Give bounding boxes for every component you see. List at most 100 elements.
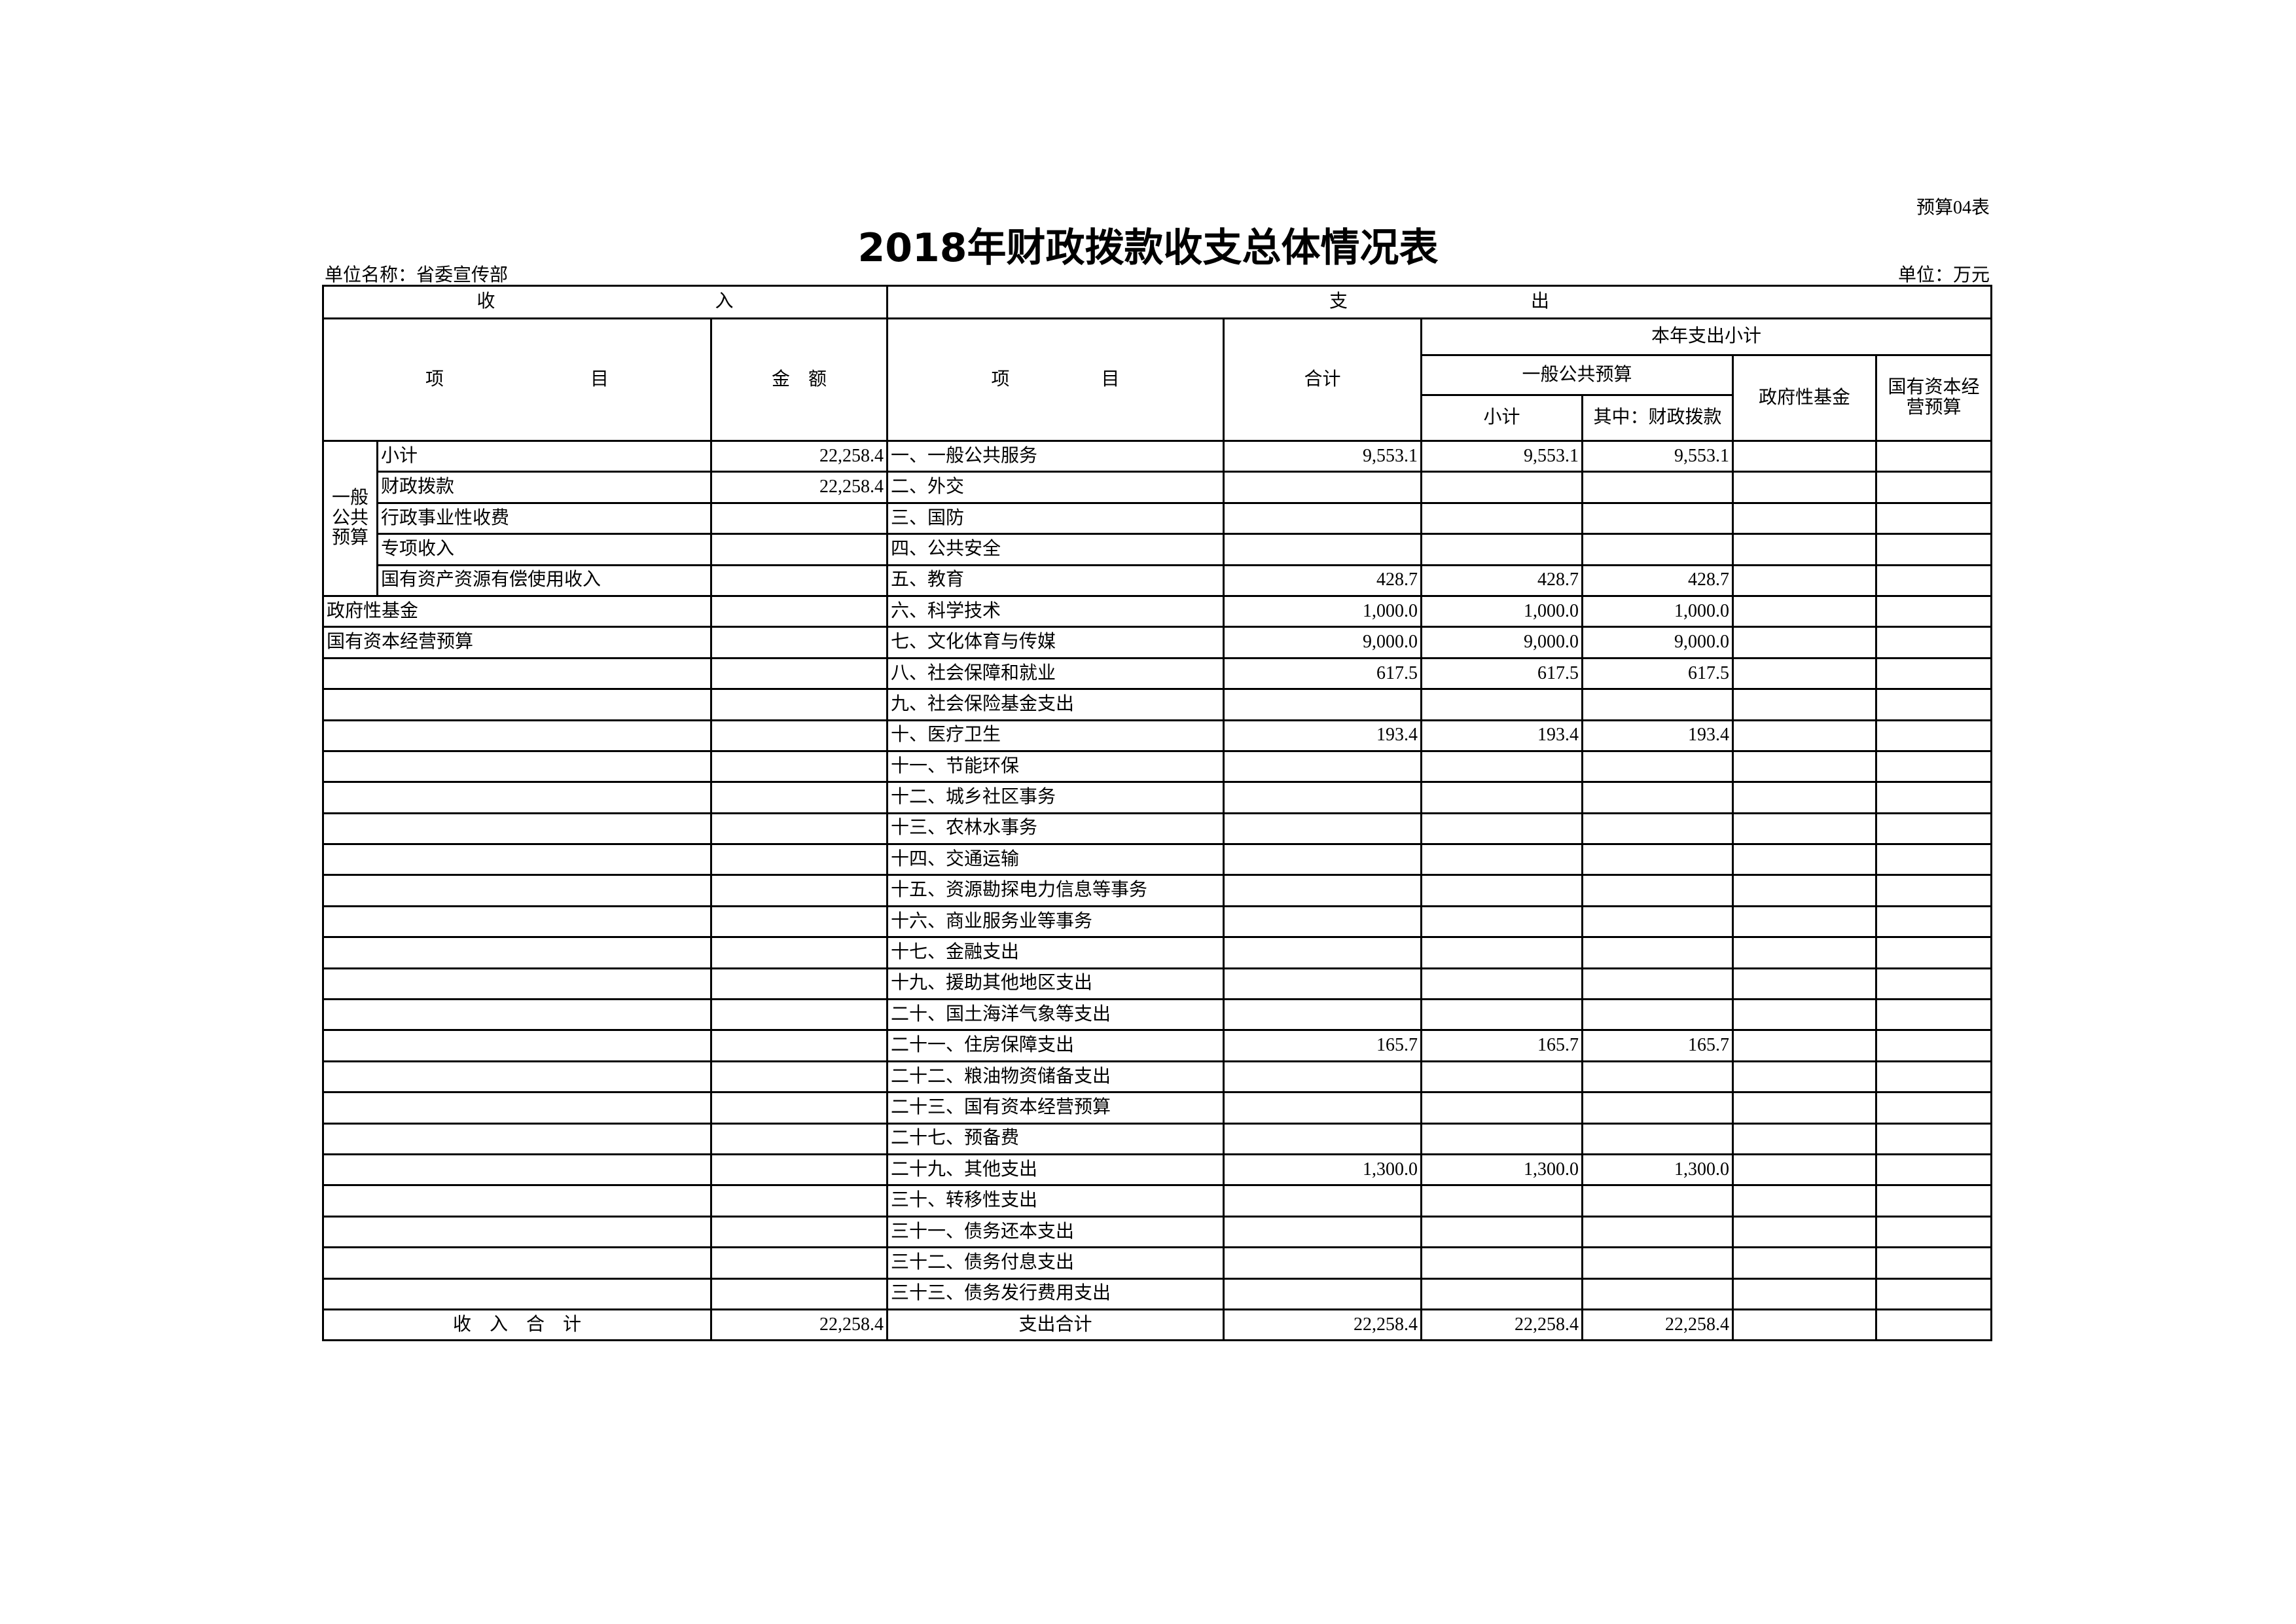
gov-fund-value: [1732, 719, 1878, 752]
form-number: 预算04表: [1916, 198, 1990, 218]
income-amount-empty: [709, 1184, 889, 1218]
income-amount-empty: [709, 1246, 889, 1280]
income-amount: [709, 501, 889, 535]
table-row: 二十二、粮油物资储备支出: [322, 1060, 1993, 1094]
table-row: 十九、援助其他地区支出: [322, 967, 1993, 1001]
fiscal-appropriation-value: [1581, 1184, 1734, 1218]
expenditure-item: 六、科学技术: [886, 594, 1225, 628]
expenditure-item: 九、社会保险基金支出: [886, 688, 1225, 721]
state-capital-value: [1875, 781, 1993, 814]
income-amount: [709, 626, 889, 659]
total-value: [1223, 1091, 1423, 1125]
table-row: 二十九、其他支出 1,300.0 1,300.0 1,300.0: [322, 1153, 1993, 1187]
table-row: 一般公共预算 小计 22,258.4 一、一般公共服务 9,553.1 9,553.1 9,…: [322, 439, 1993, 597]
income-amount-empty: [709, 936, 889, 969]
income-amount-empty: [709, 1060, 889, 1094]
income-amount-empty: [709, 1215, 889, 1249]
state-capital-value: [1875, 874, 1993, 907]
gov-fund-value: [1732, 626, 1878, 659]
fiscal-appropriation-value: 9,000.0: [1581, 626, 1734, 659]
income-item-empty: [322, 1215, 712, 1249]
fiscal-appropriation-value: [1581, 1246, 1734, 1280]
expenditure-item: 十七、金融支出: [886, 936, 1225, 969]
gov-fund-value: [1732, 1184, 1878, 1218]
gov-fund-value: [1732, 594, 1878, 628]
income-amount-empty: [709, 657, 889, 691]
table-row: 国有资本经营预算 七、文化体育与传媒 9,000.0 9,000.0 9,000.0: [322, 626, 1993, 659]
fiscal-appropriation-value: [1581, 998, 1734, 1032]
total-value: [1223, 1246, 1423, 1280]
table-row: 行政事业性收费 三、国防: [323, 501, 1993, 535]
expenditure-item: 十一、节能环保: [886, 749, 1225, 784]
gov-fund-value: [1732, 998, 1878, 1032]
total-value: [1223, 967, 1423, 1001]
expenditure-item: 二十三、国有资本经营预算: [886, 1091, 1225, 1125]
subtotal-value: [1420, 781, 1584, 814]
expenditure-item: 二十七、预备费: [886, 1122, 1225, 1155]
table-row: 政府性基金 六、科学技术 1,000.0 1,000.0 1,000.0: [322, 594, 1993, 628]
fiscal-appropriation-value: 9,553.1: [1581, 439, 1734, 473]
income-amount-empty: [709, 1029, 889, 1062]
income-amount-empty: [709, 998, 889, 1032]
income-amount-empty: [709, 843, 889, 876]
table-row: 二十七、预备费: [322, 1122, 1993, 1155]
income-amount-empty: [709, 719, 889, 752]
gov-fund-value: [1732, 1091, 1878, 1125]
subtotal-value: [1420, 1184, 1584, 1218]
gov-fund-value: [1732, 1153, 1878, 1187]
total-value: [1223, 501, 1423, 535]
grand-fiscal-appropriation-value: 22,258.4: [1581, 1308, 1734, 1342]
grand-subtotal-value: 22,258.4: [1420, 1308, 1584, 1342]
income-item: 政府性基金: [322, 594, 712, 628]
expenditure-item: 二十一、住房保障支出: [886, 1029, 1225, 1062]
subtotal-value: [1420, 967, 1584, 1001]
fiscal-appropriation-value: 1,300.0: [1581, 1153, 1734, 1187]
expenditure-header: 支 出: [886, 285, 1993, 319]
table-row: 财政拨款 22,258.4 二、外交: [323, 471, 1993, 504]
state-capital-value: [1875, 501, 1993, 535]
table-row: 十、医疗卫生 193.4 193.4 193.4: [322, 719, 1993, 752]
table-row: 国有资产资源有偿使用收入 五、教育 428.7 428.7 428.7: [323, 564, 1993, 597]
total-value: [1223, 1184, 1423, 1218]
table-row: 二十三、国有资本经营预算: [322, 1091, 1993, 1125]
total-value: 165.7: [1223, 1029, 1423, 1062]
gov-fund-value: [1732, 936, 1878, 969]
expenditure-item: 五、教育: [886, 564, 1225, 597]
expenditure-item: 二十二、粮油物资储备支出: [886, 1060, 1225, 1094]
income-item-header: 项 目: [322, 317, 712, 442]
expenditure-item: 二十九、其他支出: [886, 1153, 1225, 1187]
grand-state-capital-value: [1875, 1308, 1993, 1342]
income-amount-empty: [709, 874, 889, 907]
total-value: [1223, 843, 1423, 876]
subtotal-value: [1420, 905, 1584, 939]
total-header: 合计: [1223, 317, 1423, 442]
budget-table: 收 入 支 出 项 目 金 额 项 目 合计 本年支出小计 一般公共预算 政府性…: [321, 285, 1993, 1342]
total-value: [1223, 1215, 1423, 1249]
income-item-empty: [322, 936, 712, 969]
subtotal-value: 9,553.1: [1420, 439, 1584, 473]
fiscal-appropriation-value: 428.7: [1581, 564, 1734, 597]
general-budget-header: 一般公共预算: [1420, 354, 1734, 396]
expenditure-item: 十九、援助其他地区支出: [886, 967, 1225, 1001]
income-amount-empty: [709, 1277, 889, 1310]
expenditure-item: 十四、交通运输: [886, 843, 1225, 876]
total-value: [1223, 998, 1423, 1032]
expenditure-item: 八、社会保障和就业: [886, 657, 1225, 691]
expenditure-item: 三十三、债务发行费用支出: [886, 1277, 1225, 1310]
subtotal-value: [1420, 1122, 1584, 1155]
subtotal-value: [1420, 533, 1584, 566]
income-item-empty: [322, 812, 712, 846]
fiscal-appropriation-value: [1581, 1215, 1734, 1249]
income-item: 行政事业性收费: [376, 501, 712, 535]
expenditure-item: 七、文化体育与传媒: [886, 626, 1225, 659]
fiscal-appropriation-value: 193.4: [1581, 719, 1734, 752]
income-amount-empty: [709, 967, 889, 1001]
unit-name: 单位名称：省委宣传部: [325, 265, 509, 285]
state-capital-value: [1875, 594, 1993, 628]
income-item-empty: [322, 905, 712, 939]
income-amount-empty: [709, 1153, 889, 1187]
state-capital-value: [1875, 749, 1993, 784]
fiscal-appropriation-value: [1581, 471, 1734, 504]
gov-fund-value: [1732, 812, 1878, 846]
gov-fund-value: [1732, 657, 1878, 691]
